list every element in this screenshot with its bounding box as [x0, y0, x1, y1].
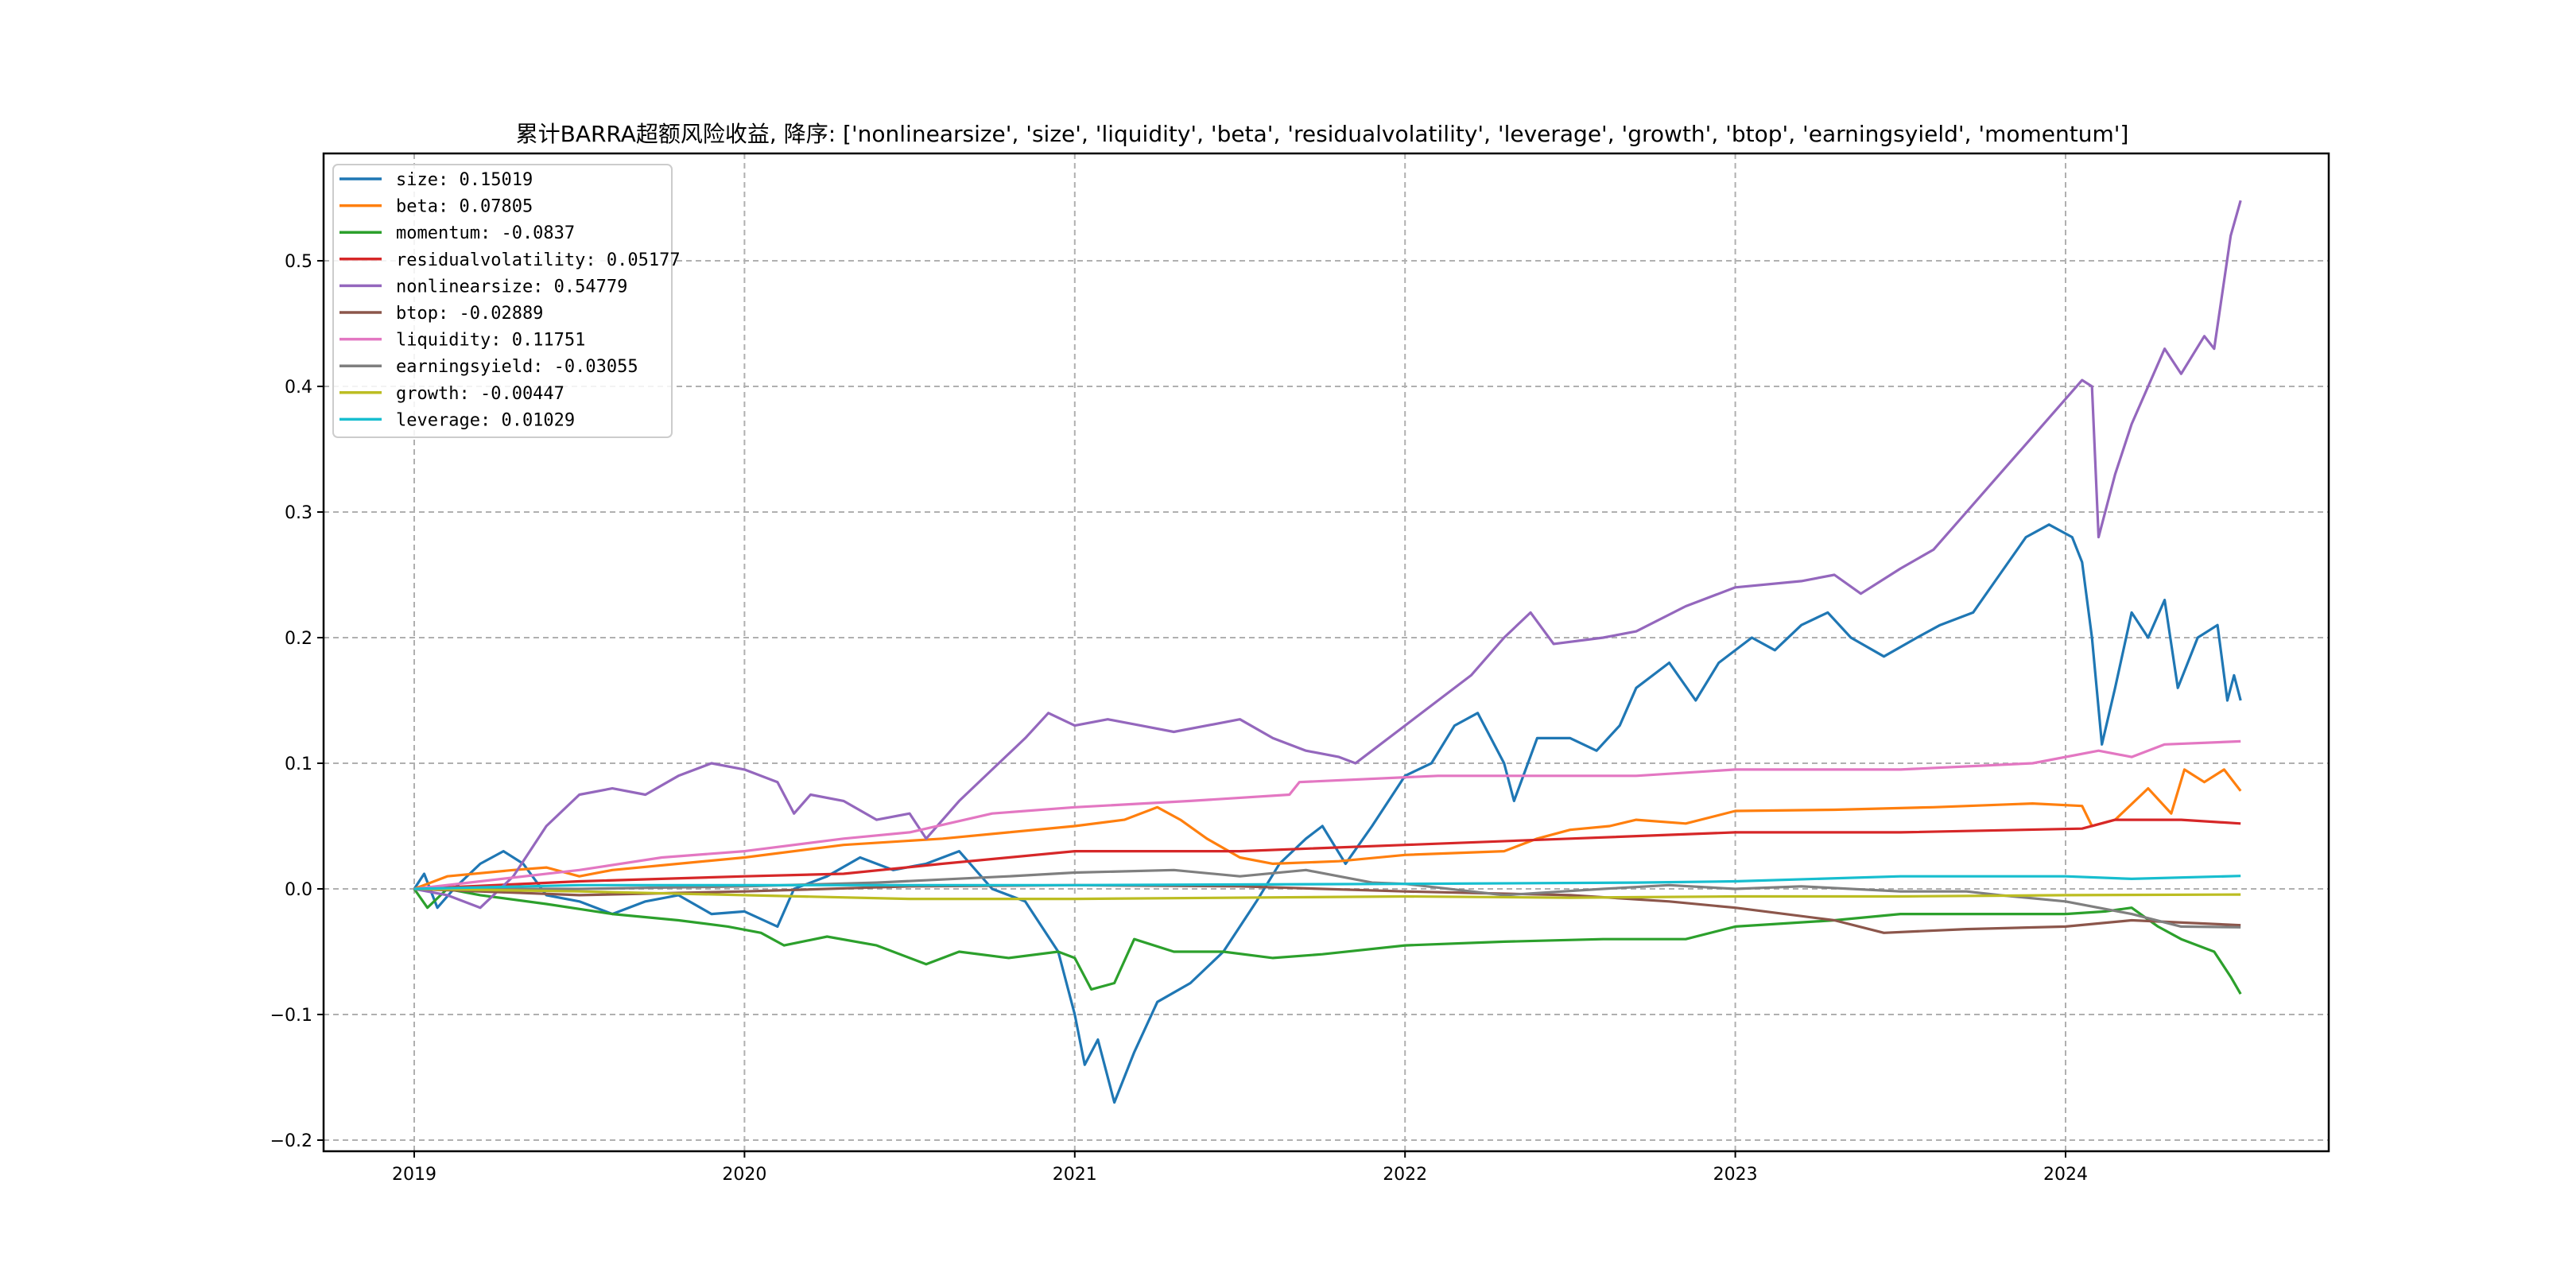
y-tick-label: 0.3 — [285, 503, 312, 523]
y-tick-label: 0.0 — [285, 880, 312, 900]
y-tick-label: 0.2 — [285, 629, 312, 649]
plot-frame — [322, 152, 2330, 1153]
legend-label-nonlinearsize: nonlinearsize: 0.54779 — [396, 277, 627, 297]
legend-label-earningsyield: earningsyield: -0.03055 — [396, 357, 638, 377]
legend-label-beta: beta: 0.07805 — [396, 197, 533, 217]
chart-title: 累计BARRA超额风险收益, 降序: ['nonlinearsize', 'si… — [516, 121, 2129, 147]
legend: size: 0.15019 beta: 0.07805 momentum: -0.0… — [332, 164, 681, 438]
series-line-size — [413, 523, 2242, 1104]
grid — [324, 153, 2329, 1151]
series-lines — [413, 200, 2242, 1104]
series-line-growth — [413, 887, 2241, 901]
x-tick-label: 2023 — [1713, 1165, 1758, 1185]
legend-box — [332, 164, 673, 438]
y-tick-label: 0.5 — [285, 252, 312, 272]
legend-label-btop: btop: -0.02889 — [396, 304, 543, 324]
series-line-residualvolatility — [413, 818, 2241, 890]
y-tick-label: 0.1 — [285, 755, 312, 774]
legend-label-liquidity: liquidity: 0.11751 — [396, 331, 585, 351]
axes: 2019 2020 2021 2022 2023 2024 −0.2 −0.1 0.0 0.1 0.… — [270, 152, 2330, 1185]
y-tick-label: 0.4 — [285, 378, 312, 398]
x-tick-label: 2024 — [2043, 1165, 2088, 1185]
legend-label-size: size: 0.15019 — [396, 170, 533, 190]
series-line-earningsyield — [414, 868, 2241, 929]
legend-label-residualvolatility: residualvolatility: 0.05177 — [396, 250, 681, 270]
y-tick-label: −0.1 — [270, 1006, 312, 1026]
legend-label-leverage: leverage: 0.01029 — [396, 410, 575, 430]
series-line-beta — [413, 768, 2242, 890]
series-line-liquidity — [413, 739, 2241, 890]
series-line-nonlinearsize — [413, 200, 2242, 910]
series-line-leverage — [413, 875, 2241, 890]
x-tick-label: 2020 — [722, 1165, 766, 1185]
x-tick-label: 2021 — [1053, 1165, 1097, 1185]
legend-label-momentum: momentum: -0.0837 — [396, 223, 575, 243]
series-line-momentum — [413, 887, 2242, 995]
y-tick-label: −0.2 — [270, 1131, 312, 1151]
x-tick-label: 2019 — [392, 1165, 436, 1185]
x-tick-label: 2022 — [1383, 1165, 1427, 1185]
legend-label-growth: growth: -0.00447 — [396, 384, 564, 404]
